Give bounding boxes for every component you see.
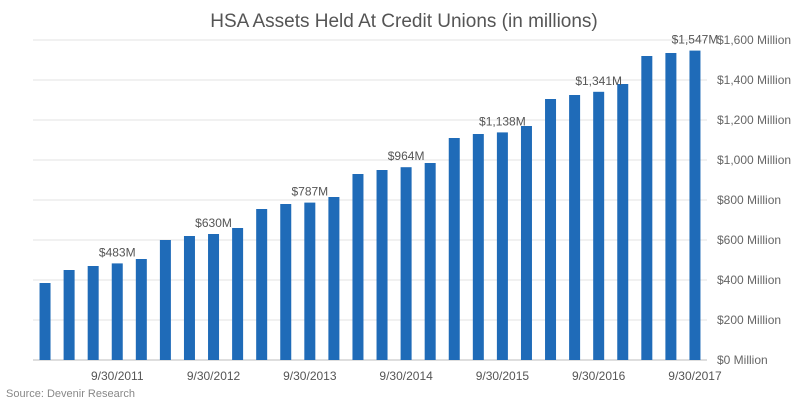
y-tick-label: $600 Million [717,233,781,247]
bar [232,228,244,360]
data-label: $1,547M [672,33,719,47]
x-tick-label: 9/30/2016 [572,369,626,383]
bar [87,266,99,360]
data-label: $1,341M [575,74,622,88]
y-tick-label: $200 Million [717,313,781,327]
bars [39,50,701,361]
chart-title: HSA Assets Held At Credit Unions (in mil… [210,11,598,32]
data-label: $483M [99,245,136,259]
x-tick-label: 9/30/2015 [476,369,530,383]
y-tick-label: $1,200 Million [717,113,791,127]
bar [208,234,220,360]
bar [256,209,268,360]
bar [328,197,340,360]
bar [617,84,629,360]
x-tick-label: 9/30/2017 [668,369,722,383]
y-axis: $0 Million $200 Million $400 Million $600 M… [717,33,791,367]
y-tick-label: $0 Million [717,353,768,367]
bar [159,240,171,360]
bar [376,170,388,360]
bar [280,204,292,360]
x-tick-label: 9/30/2013 [283,369,337,383]
source-note: Source: Devenir Research [6,388,135,400]
data-label: $630M [195,216,232,230]
y-tick-label: $400 Million [717,273,781,287]
bar [689,50,701,360]
data-labels: $483M $630M $787M $964M $1,138M $1,341M $1,547… [99,33,718,260]
bar [63,270,75,360]
x-tick-label: 9/30/2012 [187,369,241,383]
bar [665,53,677,360]
bar [472,134,484,360]
bar [641,56,653,360]
bar [304,202,316,360]
bar [569,95,581,360]
data-label: $1,138M [479,114,526,128]
bar [593,91,605,361]
y-tick-label: $1,400 Million [717,73,791,87]
y-tick-label: $1,600 Million [717,33,791,47]
bar [352,174,364,360]
bar [424,163,436,360]
gridlines [33,39,707,361]
y-tick-label: $1,000 Million [717,153,791,167]
bar [183,236,195,360]
bar [111,263,123,360]
x-axis: 9/30/2011 9/30/2012 9/30/2013 9/30/2014 9/30… [91,369,722,383]
bar [39,283,51,360]
bar [135,259,147,360]
x-tick-label: 9/30/2014 [379,369,433,383]
bar [448,138,460,360]
y-tick-label: $800 Million [717,193,781,207]
bar [400,167,412,360]
bar [496,132,508,360]
data-label: $787M [291,185,328,199]
data-label: $964M [388,149,425,163]
bar [520,126,532,360]
bar [545,99,557,360]
x-tick-label: 9/30/2011 [91,369,144,383]
